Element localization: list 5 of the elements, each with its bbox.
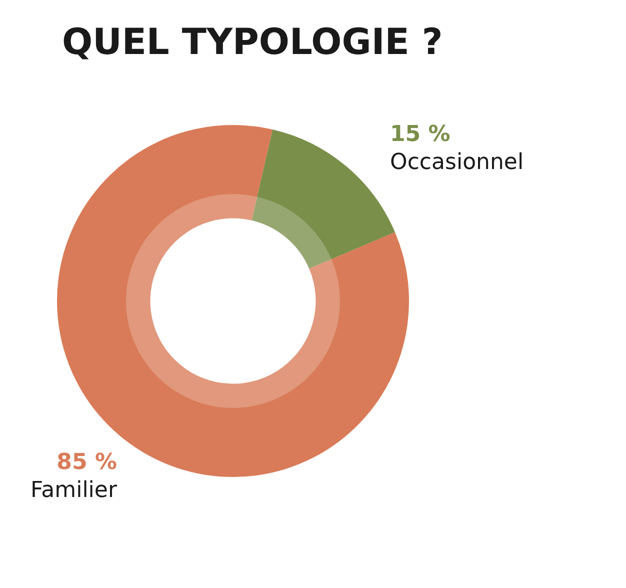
slice-label: Occasionnel bbox=[390, 149, 524, 177]
data-label: 15 % bbox=[390, 121, 452, 149]
data-label: 85 % bbox=[56, 449, 117, 477]
chart-title: QUEL TYPOLOGIE ? bbox=[62, 22, 443, 63]
slice-label: Familier bbox=[30, 477, 117, 505]
